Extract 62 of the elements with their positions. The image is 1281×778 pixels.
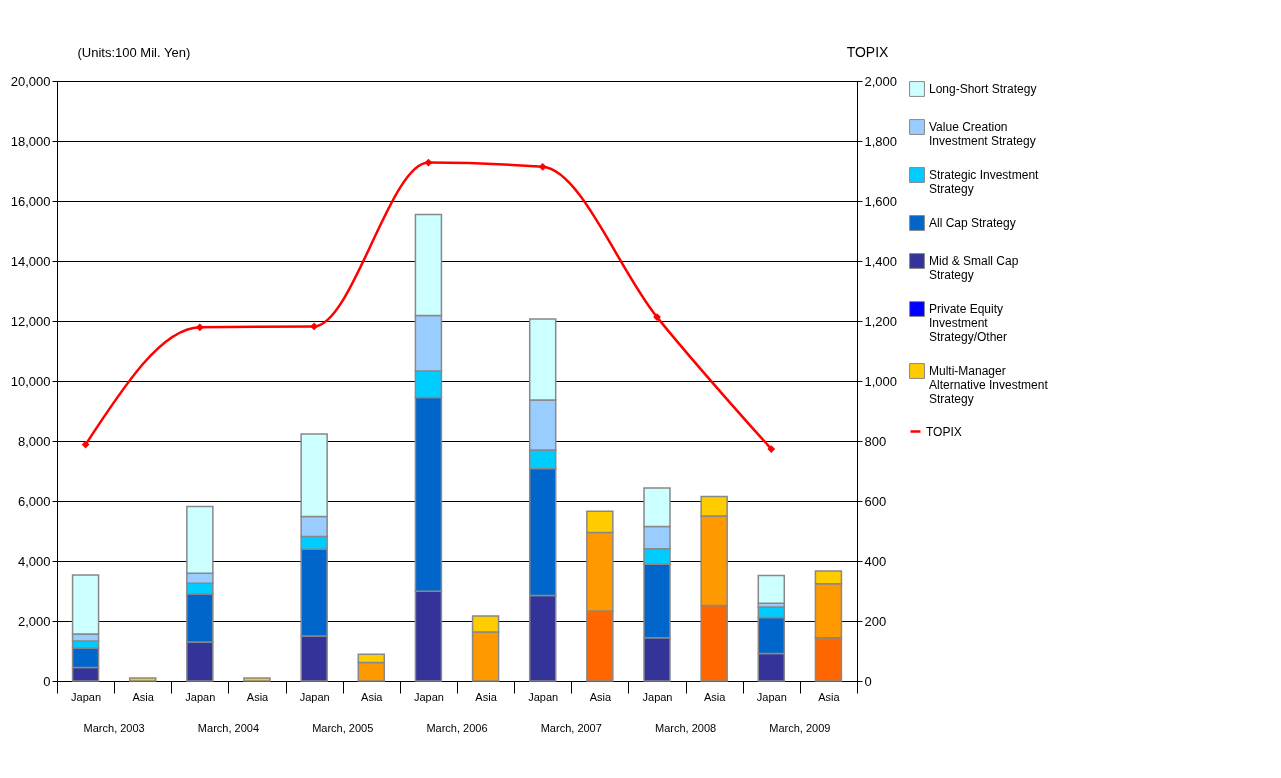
- bar: [757, 574, 786, 605]
- legend-label: Mid & Small Cap Strategy: [929, 254, 1019, 282]
- y2-tick-label: 1,600: [864, 193, 898, 209]
- point: [195, 323, 204, 332]
- x-tick-label: Asia: [475, 690, 498, 703]
- legend-label: Value Creation Investment Strategy: [929, 120, 1036, 148]
- x-tick-label: Japan: [71, 690, 102, 703]
- x-tick-label: Asia: [818, 690, 841, 703]
- y-tick-label: 0: [43, 673, 51, 689]
- y2-tick-label: 0: [864, 673, 872, 689]
- text: March, 2003: [83, 722, 145, 734]
- point: [81, 440, 90, 449]
- y-tick-label: 10,000: [10, 373, 51, 389]
- legend-label: Strategic Investment Strategy: [929, 168, 1040, 196]
- x-tick-label: Japan: [756, 690, 787, 703]
- bar: [243, 677, 271, 682]
- x-tick-label: Japan: [413, 690, 444, 703]
- legend-label: All Cap Strategy: [929, 216, 1016, 230]
- x-tick-label: Japan: [528, 690, 559, 703]
- x-tick-label: Japan: [299, 690, 330, 703]
- y2-tick-label: 400: [864, 553, 887, 569]
- x-tick-label: Japan: [185, 690, 216, 703]
- y-tick-label: 8,000: [17, 433, 51, 449]
- point: [538, 162, 547, 171]
- y2-tick-label: 800: [864, 433, 887, 449]
- y2-axis-title: TOPIX: [846, 43, 890, 60]
- y2-tick-label: 1,800: [864, 133, 898, 149]
- x-tick-label: Asia: [361, 690, 384, 703]
- text: March, 2005: [312, 722, 374, 734]
- y2-tick-label: 2,000: [864, 73, 898, 89]
- x-tick-label: Asia: [246, 690, 270, 703]
- text: March, 2008: [654, 722, 717, 734]
- x-tick-label: Asia: [589, 690, 612, 703]
- legend-label: Private Equity Investment Strategy/Other: [929, 302, 1008, 344]
- x-tick-label: Asia: [132, 690, 155, 703]
- legend-label: Long-Short Strategy: [929, 82, 1037, 96]
- y2-tick-label: 1,400: [864, 253, 898, 269]
- point: [767, 445, 776, 453]
- y-tick-label: 18,000: [10, 133, 51, 149]
- y2-tick-label: 1,000: [864, 373, 898, 389]
- text: March, 2009: [769, 722, 831, 734]
- legend-label: TOPIX: [926, 424, 962, 439]
- y-tick-label: 4,000: [17, 553, 51, 569]
- text: March, 2006: [426, 722, 488, 734]
- x-tick-label: Asia: [703, 690, 727, 703]
- y-tick-label: 16,000: [10, 193, 51, 209]
- y2-tick-label: 1,200: [864, 313, 898, 329]
- y2-tick-label: 600: [864, 493, 887, 509]
- point: [424, 158, 433, 167]
- y-tick-label: 14,000: [10, 253, 51, 269]
- text: March, 2007: [540, 722, 602, 734]
- x-tick-label: Japan: [642, 690, 673, 703]
- text: March, 2004: [197, 722, 260, 734]
- y2-tick-label: 200: [864, 613, 887, 629]
- point: [310, 322, 319, 331]
- y-axis-title: (Units:100 Mil. Yen): [77, 44, 191, 60]
- legend-label: Multi-Manager Alternative Investment Strategy: [929, 364, 1049, 406]
- y-tick-label: 20,000: [10, 73, 51, 89]
- y-tick-label: 12,000: [10, 313, 51, 329]
- y-tick-label: 6,000: [17, 493, 51, 509]
- bar: [128, 677, 157, 682]
- y-tick-label: 2,000: [17, 613, 51, 629]
